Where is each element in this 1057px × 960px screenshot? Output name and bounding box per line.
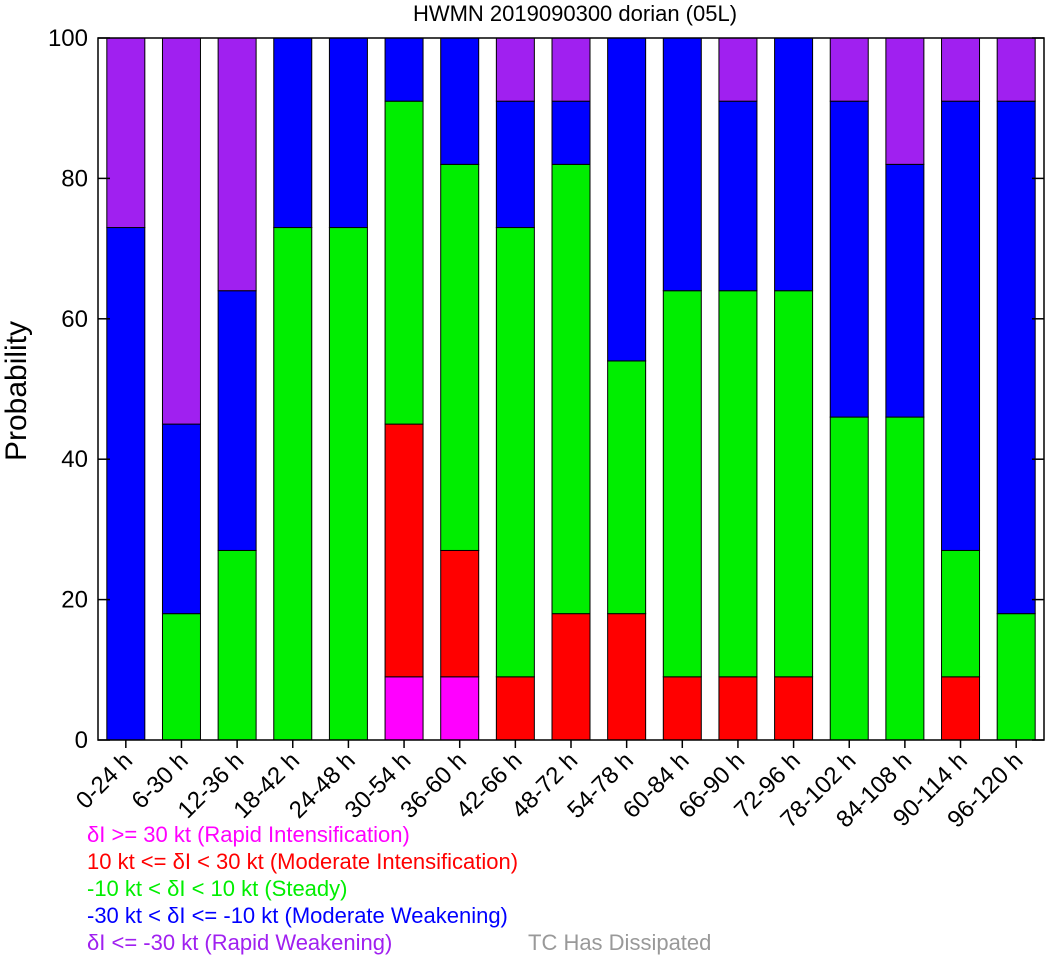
bar-segment-90-114h-s2 [941, 549, 981, 678]
y-axis-label: Probability [0, 321, 33, 461]
bar-segment-30-54h-s3 [384, 37, 424, 102]
bar-segment-42-66h-s2 [495, 227, 535, 678]
bar-segment-54-78h-s2 [607, 360, 647, 615]
bar-segment-78-102h-s4 [829, 37, 869, 102]
legend-item: -10 kt < δI < 10 kt (Steady) [87, 876, 348, 901]
bar-segment-6-30h-s4 [161, 37, 201, 425]
y-tick-label: 40 [61, 446, 88, 473]
chart-title: HWMN 2019090300 dorian (05L) [413, 1, 737, 26]
legend-item: -30 kt < δI <= -10 kt (Moderate Weakenin… [87, 903, 508, 928]
bar-segment-6-30h-s3 [161, 423, 201, 615]
bar-segment-24-48h-s2 [328, 227, 368, 741]
bar-segment-48-72h-s1 [551, 613, 591, 741]
legend-item: δI >= 30 kt (Rapid Intensification) [87, 822, 410, 847]
bar-segment-78-102h-s3 [829, 100, 869, 418]
bar-segment-90-114h-s4 [941, 37, 981, 102]
bar-segment-48-72h-s4 [551, 37, 591, 102]
bar-segment-0-24h-s3 [106, 227, 146, 741]
bar-segment-36-60h-s2 [440, 163, 480, 551]
y-tick-label: 60 [61, 306, 88, 333]
bar-segment-60-84h-s3 [662, 37, 702, 292]
y-axis: 0 20 40 60 80 100 [48, 25, 1044, 754]
bar-segment-84-108h-s4 [885, 37, 925, 165]
bar-segment-84-108h-s2 [885, 416, 925, 741]
bar-segment-30-54h-s1 [384, 423, 424, 678]
bar-segment-24-48h-s3 [328, 37, 368, 229]
y-tick-label: 80 [61, 165, 88, 192]
bar-segment-54-78h-s1 [607, 613, 647, 741]
bar-group [106, 37, 1036, 741]
bar-segment-78-102h-s2 [829, 416, 869, 741]
legend-item: 10 kt <= δI < 30 kt (Moderate Intensific… [87, 849, 519, 874]
bar-segment-36-60h-s3 [440, 37, 480, 165]
bar-segment-6-30h-s2 [161, 613, 201, 741]
bar-segment-18-42h-s2 [273, 227, 313, 741]
bar-segment-42-66h-s4 [495, 37, 535, 102]
bar-segment-12-36h-s4 [217, 37, 257, 292]
y-tick-label: 0 [75, 727, 88, 754]
y-tick-label: 20 [61, 587, 88, 614]
bar-segment-66-90h-s4 [718, 37, 758, 102]
bar-segment-18-42h-s3 [273, 37, 313, 229]
bar-segment-60-84h-s1 [662, 676, 702, 741]
bar-segment-48-72h-s3 [551, 100, 591, 165]
bar-segment-66-90h-s3 [718, 100, 758, 292]
bar-segment-90-114h-s3 [941, 100, 981, 551]
bar-segment-72-96h-s3 [774, 37, 814, 292]
bar-segment-12-36h-s2 [217, 549, 257, 741]
bar-segment-90-114h-s1 [941, 676, 981, 741]
bar-segment-96-120h-s3 [996, 100, 1036, 615]
bar-segment-84-108h-s3 [885, 163, 925, 418]
x-axis: 0-24 h6-30 h12-36 h18-42 h24-48 h30-54 h… [71, 740, 1028, 833]
y-tick-label: 100 [48, 25, 88, 52]
bar-segment-30-54h-s2 [384, 100, 424, 425]
bar-segment-36-60h-s1 [440, 549, 480, 678]
bar-segment-72-96h-s1 [774, 676, 814, 741]
bar-segment-54-78h-s3 [607, 37, 647, 362]
bar-segment-96-120h-s2 [996, 613, 1036, 741]
bar-segment-36-60h-s0 [440, 676, 480, 741]
bar-segment-60-84h-s2 [662, 290, 702, 678]
bar-segment-42-66h-s1 [495, 676, 535, 741]
bar-segment-48-72h-s2 [551, 163, 591, 615]
legend-item: δI <= -30 kt (Rapid Weakening) [87, 930, 393, 955]
bar-segment-30-54h-s0 [384, 676, 424, 741]
bar-segment-42-66h-s3 [495, 100, 535, 229]
bar-segment-66-90h-s2 [718, 290, 758, 678]
x-tick-label: 0-24 h [71, 747, 138, 814]
bar-segment-66-90h-s1 [718, 676, 758, 741]
bar-segment-0-24h-s4 [106, 37, 146, 229]
bar-segment-96-120h-s4 [996, 37, 1036, 102]
bar-segment-72-96h-s2 [774, 290, 814, 678]
dissipated-label: TC Has Dissipated [528, 930, 712, 955]
bar-segment-12-36h-s3 [217, 290, 257, 551]
